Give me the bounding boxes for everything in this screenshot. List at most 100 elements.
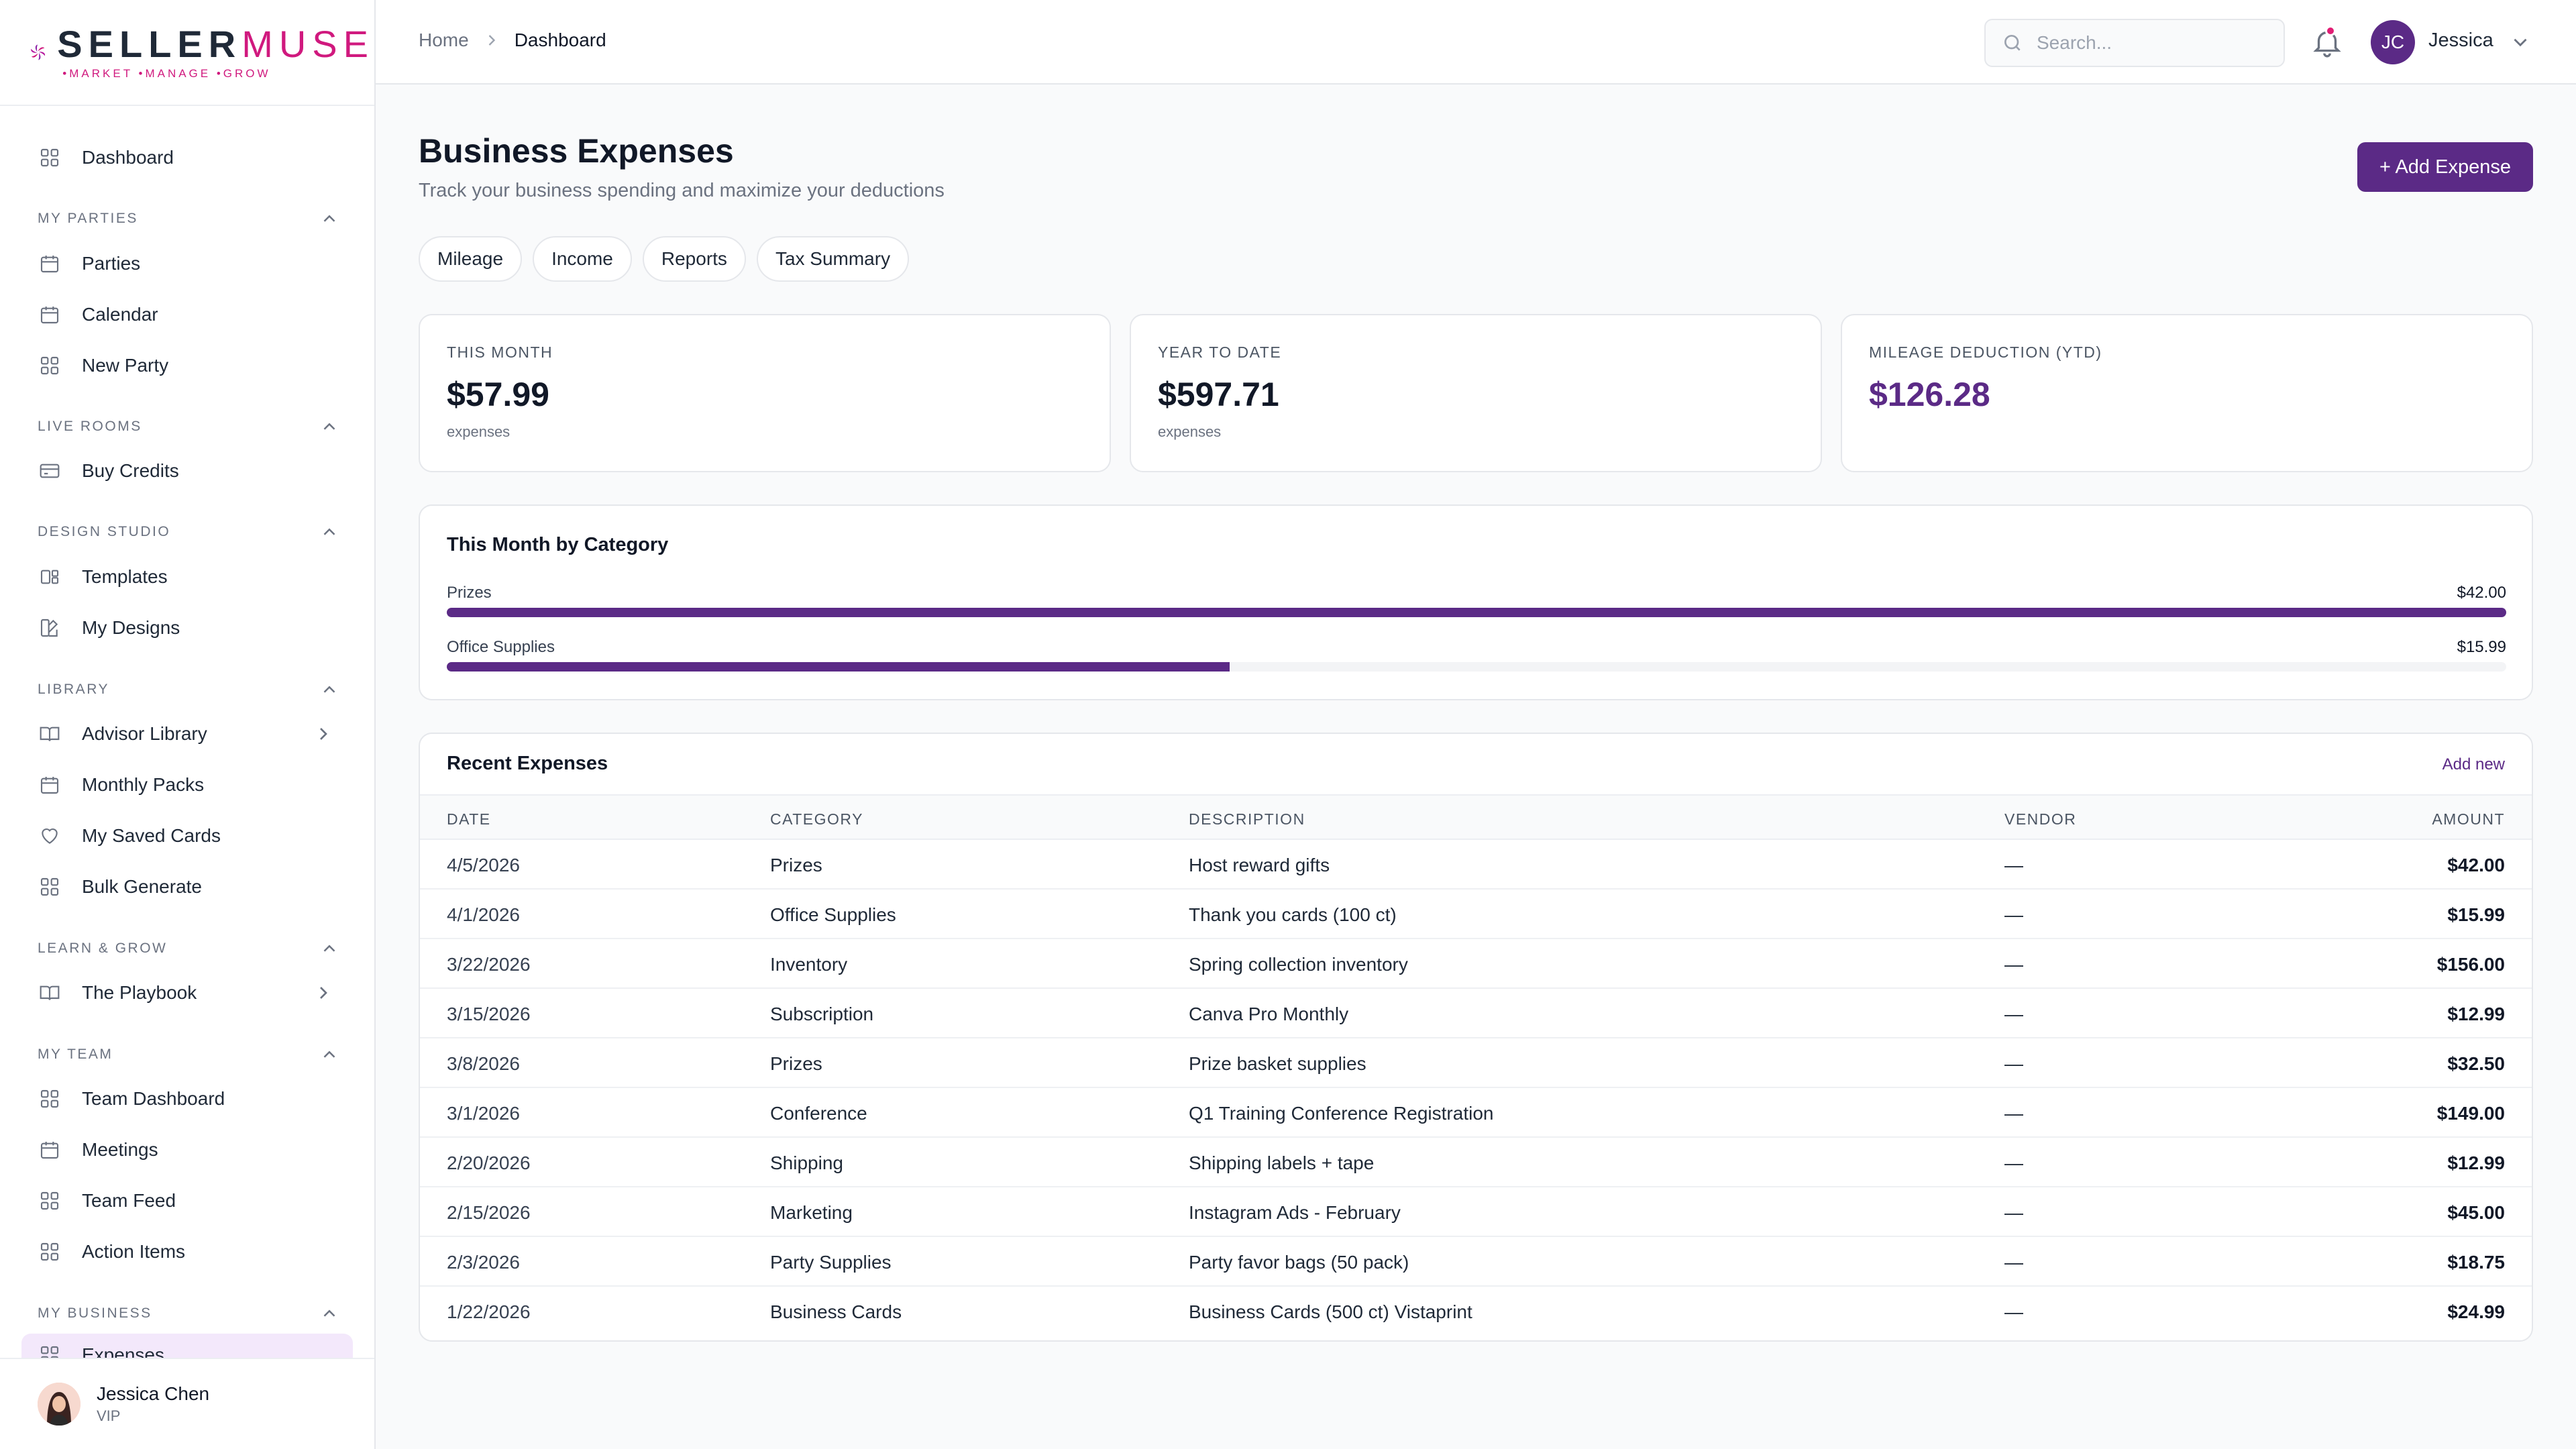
grid-icon [38, 146, 62, 170]
section-library[interactable]: LIBRARY [38, 676, 339, 703]
breadcrumb-home[interactable]: Home [419, 30, 469, 50]
design-icon [38, 616, 62, 640]
sidebar-item-action-items[interactable]: Action Items [21, 1230, 353, 1273]
section-live-rooms[interactable]: LIVE ROOMS [38, 413, 339, 440]
section-title: LEARN & GROW [38, 941, 168, 956]
cell-category: Office Supplies [770, 904, 896, 925]
chevron-right-icon [488, 35, 495, 46]
sidebar-item-label: Action Items [82, 1241, 186, 1262]
user-avatar-icon [38, 1383, 80, 1426]
sidebar-item-monthly-packs[interactable]: Monthly Packs [21, 763, 353, 806]
stat-card-year-to-date: YEAR TO DATE $597.71 expenses [1130, 314, 1822, 472]
sidebar-item-my-saved-cards[interactable]: My Saved Cards [21, 814, 353, 857]
stat-card-this-month: THIS MONTH $57.99 expenses [419, 314, 1111, 472]
sidebar-item-calendar[interactable]: Calendar [21, 293, 353, 336]
add-new-link[interactable]: Add new [2442, 755, 2505, 773]
tab-reports[interactable]: Reports [642, 236, 746, 282]
cell-vendor: — [2004, 855, 2023, 875]
cell-date: 3/22/2026 [447, 954, 531, 975]
sidebar-item-team-dashboard[interactable]: Team Dashboard [21, 1077, 353, 1120]
cell-description: Spring collection inventory [1189, 954, 1408, 975]
stat-value: $126.28 [1869, 376, 1990, 413]
stat-value: $57.99 [447, 376, 549, 413]
sidebar-item-the-playbook[interactable]: The Playbook [21, 971, 353, 1014]
breadcrumb-current: Dashboard [514, 30, 606, 50]
section-learn-grow[interactable]: LEARN & GROW [38, 935, 339, 962]
page-subtitle: Track your business spending and maximiz… [419, 180, 945, 201]
logo-mark-icon [31, 44, 46, 60]
cell-amount: $156.00 [2436, 954, 2505, 975]
sidebar-item-meetings[interactable]: Meetings [21, 1128, 353, 1171]
cell-date: 4/1/2026 [447, 904, 520, 925]
chevron-down-icon[interactable] [2509, 31, 2532, 54]
search-box[interactable] [1984, 19, 2285, 67]
add-expense-button[interactable]: + Add Expense [2357, 142, 2533, 192]
table-header: DATE CATEGORY DESCRIPTION VENDOR AMOUNT [420, 794, 2532, 840]
template-icon [38, 565, 62, 589]
sidebar-user[interactable]: Jessica Chen VIP [0, 1358, 374, 1449]
sidebar-item-advisor-library[interactable]: Advisor Library [21, 712, 353, 755]
cell-amount: $15.99 [2447, 904, 2505, 925]
tab-income[interactable]: Income [533, 236, 632, 282]
table-row[interactable]: 4/5/2026 Prizes Host reward gifts — $42.00 [420, 840, 2532, 890]
cell-date: 4/5/2026 [447, 855, 520, 875]
sidebar-item-templates[interactable]: Templates [21, 555, 353, 598]
section-title: LIVE ROOMS [38, 419, 142, 434]
table-row[interactable]: 3/1/2026 Conference Q1 Training Conference… [420, 1088, 2532, 1138]
table-row[interactable]: 2/20/2026 Shipping Shipping labels + tape —… [420, 1138, 2532, 1187]
column-header-category[interactable]: CATEGORY [770, 810, 863, 828]
user-menu-name[interactable]: Jessica [2428, 30, 2493, 51]
column-header-vendor[interactable]: VENDOR [2004, 810, 2077, 828]
column-header-amount[interactable]: AMOUNT [2432, 810, 2505, 828]
sidebar-item-label: Team Dashboard [82, 1088, 225, 1109]
sidebar-item-parties[interactable]: Parties [21, 242, 353, 285]
table-row[interactable]: 1/22/2026 Business Cards Business Cards (5… [420, 1287, 2532, 1336]
table-row[interactable]: 2/3/2026 Party Supplies Party favor bags (… [420, 1237, 2532, 1287]
stat-label: THIS MONTH [447, 343, 553, 361]
cell-description: Host reward gifts [1189, 855, 1330, 875]
cell-description: Shipping labels + tape [1189, 1152, 1375, 1173]
column-header-description[interactable]: DESCRIPTION [1189, 810, 1305, 828]
tab-mileage[interactable]: Mileage [419, 236, 523, 282]
calendar-icon [38, 303, 62, 327]
sidebar-item-buy-credits[interactable]: Buy Credits [21, 449, 353, 492]
table-title: Recent Expenses [447, 753, 608, 774]
cell-vendor: — [2004, 1202, 2023, 1223]
cell-date: 3/1/2026 [447, 1103, 520, 1124]
sidebar-item-label: Buy Credits [82, 460, 179, 481]
section-my-parties[interactable]: MY PARTIES [38, 205, 339, 232]
credit-card-icon [38, 459, 62, 483]
sidebar-item-label: The Playbook [82, 982, 197, 1003]
table-row[interactable]: 3/22/2026 Inventory Spring collection inve… [420, 939, 2532, 989]
search-input[interactable] [2037, 32, 2265, 54]
tab-tax-summary[interactable]: Tax Summary [756, 236, 910, 282]
sidebar-item-team-feed[interactable]: Team Feed [21, 1179, 353, 1222]
sidebar-item-my-designs[interactable]: My Designs [21, 606, 353, 649]
section-my-team[interactable]: MY TEAM [38, 1041, 339, 1068]
book-icon [38, 722, 62, 746]
table-row[interactable]: 4/1/2026 Office Supplies Thank you cards (… [420, 890, 2532, 939]
column-header-date[interactable]: DATE [447, 810, 491, 828]
section-design-studio[interactable]: DESIGN STUDIO [38, 519, 339, 545]
cell-vendor: — [2004, 1053, 2023, 1074]
sidebar-item-bulk-generate[interactable]: Bulk Generate [21, 865, 353, 908]
chevron-right-icon [320, 987, 327, 999]
chevron-up-icon [323, 1309, 335, 1317]
brand-tagline: •MARKET •MANAGE •GROW [62, 67, 271, 80]
sidebar-item-label: Expenses [82, 1344, 164, 1358]
brand-logo[interactable]: SELLERMUSE •MARKET •MANAGE •GROW [0, 0, 374, 106]
section-my-business[interactable]: MY BUSINESS [38, 1300, 339, 1327]
stat-label: MILEAGE DEDUCTION (YTD) [1869, 343, 2102, 361]
table-row[interactable]: 2/15/2026 Marketing Instagram Ads - Februa… [420, 1187, 2532, 1237]
sidebar-item-dashboard[interactable]: Dashboard [21, 136, 353, 179]
sidebar-item-new-party[interactable]: New Party [21, 344, 353, 387]
table-row[interactable]: 3/8/2026 Prizes Prize basket supplies — $32.… [420, 1038, 2532, 1088]
search-icon [2004, 35, 2021, 51]
sidebar-item-expenses[interactable]: Expenses [21, 1334, 353, 1358]
avatar[interactable]: JC [2371, 20, 2415, 64]
category-label: Office Supplies [447, 638, 555, 656]
cell-amount: $18.75 [2447, 1252, 2505, 1273]
cell-date: 3/15/2026 [447, 1004, 531, 1024]
cell-category: Subscription [770, 1004, 874, 1024]
table-row[interactable]: 3/15/2026 Subscription Canva Pro Monthly — $… [420, 989, 2532, 1038]
